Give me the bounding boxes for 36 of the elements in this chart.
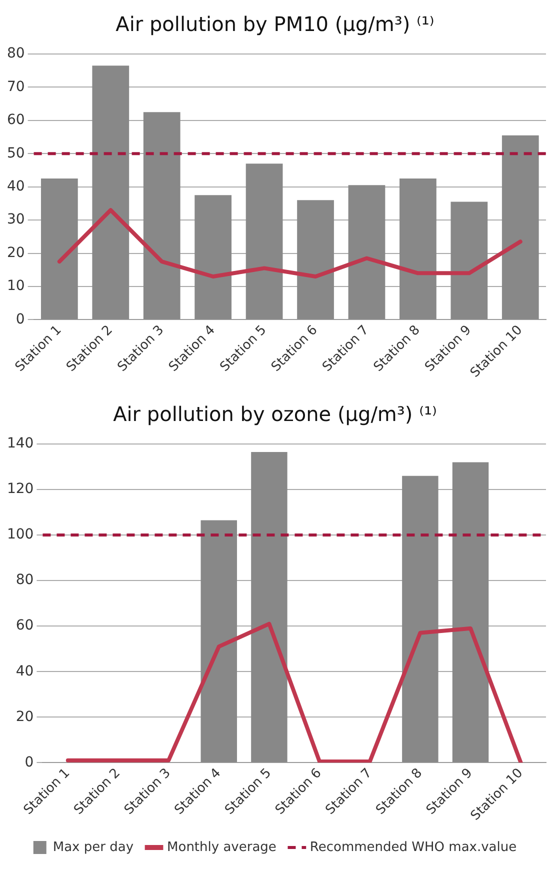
legend-label: Max per day [52, 840, 134, 855]
y-tick-label: 20 [6, 244, 25, 261]
bar [246, 164, 283, 320]
bar [297, 200, 334, 320]
bar [40, 178, 78, 320]
y-tick-label: 80 [6, 46, 25, 62]
y-tick-label: 0 [16, 311, 25, 328]
y-tick-label: 60 [6, 112, 25, 128]
bar [452, 462, 489, 762]
y-tick-label: 40 [16, 663, 34, 680]
bar [251, 452, 288, 762]
y-tick-label: 100 [6, 526, 34, 543]
bar [502, 135, 539, 320]
legend-label: Recommended WHO max.value [310, 840, 517, 855]
y-tick-label: 30 [6, 212, 25, 228]
bar [200, 520, 237, 762]
bar [450, 202, 488, 320]
y-tick-label: 40 [6, 178, 25, 194]
y-tick-label: 60 [16, 618, 34, 634]
bar [348, 185, 386, 320]
y-tick-label: 140 [6, 436, 34, 452]
y-tick-label: 20 [16, 708, 34, 725]
bar [143, 112, 180, 320]
y-tick-label: 70 [6, 78, 25, 95]
bar [92, 66, 130, 320]
y-tick-label: 80 [16, 572, 34, 588]
chart-title: Air pollution by ozone (µg/m³) ⁽¹⁾ [113, 402, 437, 426]
bar [194, 195, 232, 320]
y-tick-label: 120 [6, 481, 34, 498]
y-tick-label: 0 [24, 754, 34, 770]
bar [402, 476, 438, 762]
chart-title: Air pollution by PM10 (µg/m³) ⁽¹⁾ [116, 12, 434, 36]
y-tick-label: 50 [6, 145, 25, 162]
bar [400, 178, 436, 320]
y-tick-label: 10 [6, 278, 25, 294]
legend-label: Monthly average [167, 840, 276, 855]
